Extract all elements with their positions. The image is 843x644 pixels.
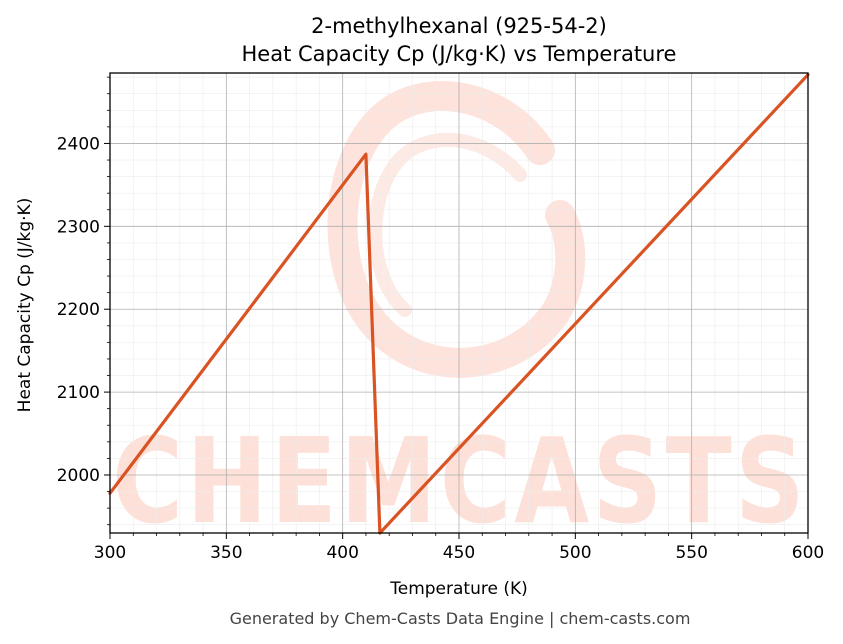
y-axis: 2000 2100 2200 2300 2400 [57, 76, 110, 526]
y-tick-label: 2100 [57, 383, 100, 403]
y-tick-label: 2200 [57, 300, 100, 320]
y-tick-label: 2300 [57, 217, 100, 237]
watermark-text: CHEMCASTS [112, 412, 808, 550]
series-layer [108, 73, 810, 535]
watermark: CHEMCASTS [112, 81, 808, 550]
y-tick-label: 2400 [57, 134, 100, 154]
footer-text: Generated by Chem-Casts Data Engine | ch… [230, 609, 691, 628]
x-tick-label: 400 [326, 543, 358, 563]
watermark-swirl-icon [327, 81, 586, 378]
x-tick-label: 500 [559, 543, 591, 563]
y-axis-label: Heat Capacity Cp (J/kg·K) [15, 198, 35, 413]
x-axis-label: Temperature (K) [389, 579, 528, 599]
x-tick-label: 300 [94, 543, 126, 563]
series-line [108, 73, 810, 535]
x-tick-label: 600 [792, 543, 824, 563]
x-tick-label: 450 [443, 543, 475, 563]
x-axis: 300 350 400 450 500 550 600 [94, 533, 824, 563]
x-tick-label: 550 [675, 543, 707, 563]
chart-title-line2: Heat Capacity Cp (J/kg·K) vs Temperature [242, 42, 677, 66]
chart-title-line1: 2-methylhexanal (925-54-2) [311, 14, 607, 38]
x-tick-label: 350 [210, 543, 242, 563]
y-tick-label: 2000 [57, 466, 100, 486]
